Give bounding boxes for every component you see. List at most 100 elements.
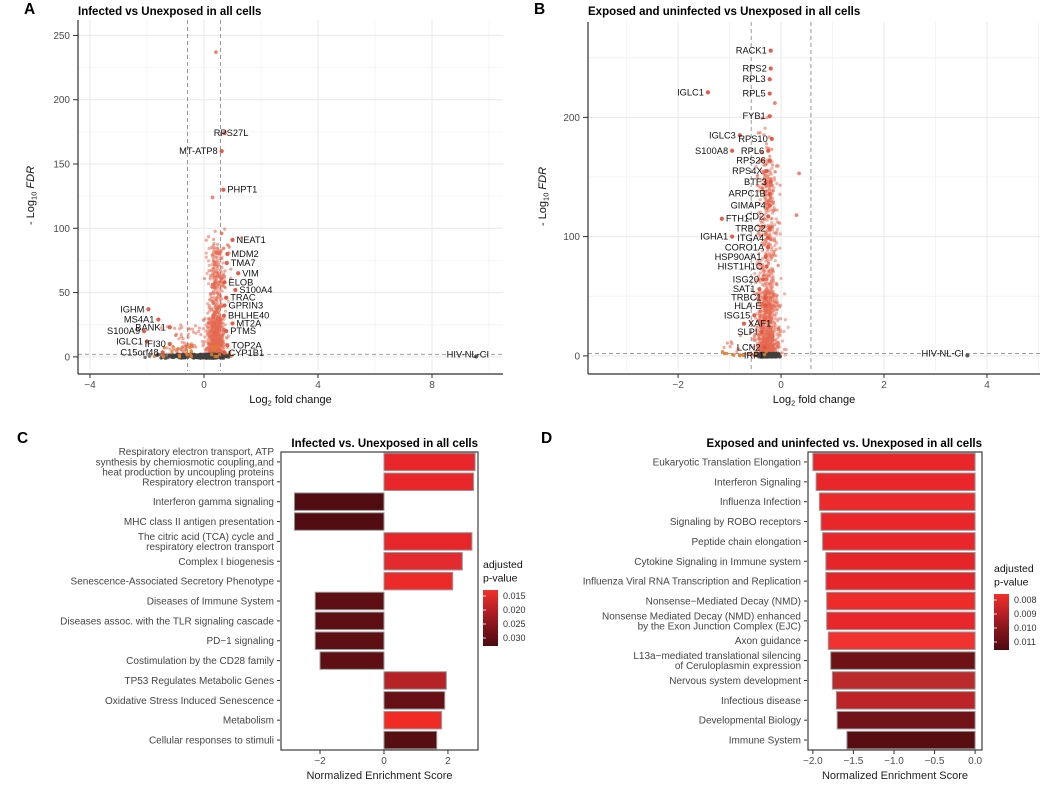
bar [314,591,385,611]
bar [293,492,385,511]
gene-label: IFI30 [145,339,166,349]
bar [818,492,976,511]
x-tick-label: 2 [881,380,887,391]
bar [815,472,976,492]
bar [826,591,976,611]
category-label: MHC class II antigen presentation [124,517,274,528]
axis-title: - Log10 FDR [25,166,39,225]
category-label: The citric acid (TCA) cycle and [138,532,274,543]
x-tick-label: 0 [201,380,207,391]
gene-label: CORO1A [725,242,765,252]
legend-adjusted-p-value: adjusted p-value 0.015 0.020 0.025 0.030 [483,559,526,646]
bar [835,691,976,710]
gene-label: LCN2 [737,343,761,353]
gene-label: RPS10 [738,134,767,144]
category-label: heat production by uncoupling proteins [102,468,274,479]
x-tick-label: −0.5 [925,756,945,767]
axis-title: Log2 fold change [773,394,855,408]
gene-label: GPRIN3 [229,300,264,310]
category-label: Oxidative Stress Induced Senescence [105,696,274,707]
gene-label: S100A8 [695,146,728,156]
bar [314,631,385,650]
category-label: Costimulation by the CD28 family [126,656,274,667]
gene-label: MT-ATP8 [179,146,218,156]
x-tick-label: −4 [84,380,96,391]
gene-label: IGHM [120,304,144,314]
gene-label: NEAT1 [236,235,265,245]
x-tick-label: −2 [314,756,326,767]
bar [383,571,454,591]
gene-label: TOP2A [231,340,262,350]
bar [319,651,385,670]
gene-label: ISG15 [724,310,750,320]
legend-label: 0.009 [1014,609,1037,619]
category-label: Metabolism [223,716,274,727]
bar [383,552,463,571]
gene-label: BANK1 [135,322,166,332]
category-label: Eukaryotic Translation Elongation [653,457,801,468]
bar [830,651,976,670]
bar [314,611,385,631]
legend-label: 0.030 [503,633,526,643]
gene-label: CYP1B1 [229,348,265,358]
gene-label: HSP90AA1 [715,252,762,262]
gene-label: PTMS [230,326,256,336]
bar [825,552,976,571]
panel-title: Infected vs. Unexposed in all cells [291,438,478,450]
gene-label: HIST1H1C [718,261,763,271]
panel-d-bars: Eukaryotic Translation Elongation Interfe… [583,438,1037,782]
category-label: Senescence-Associated Secretory Phenotyp… [71,577,275,588]
gene-label: MS4A1 [124,315,155,325]
legend-gradient [994,594,1009,650]
x-tick-label: 0 [381,756,387,767]
bar [822,532,976,551]
gene-label: SAT1 [733,284,756,294]
legend-label: 0.015 [503,591,526,601]
bar [825,571,976,591]
bar [827,631,976,650]
category-label: PD−1 signaling [206,636,274,647]
legend-label: 0.025 [503,619,526,629]
y-tick-label: 100 [563,232,580,243]
bar [383,452,476,472]
category-label: Respiratory electron transport, ATP [119,447,275,458]
panel-a-volcano: RPS27LMT-ATP8PHPT1NEAT1MDM2TMA7VIMELOBS1… [25,6,503,408]
category-label: Immune System [729,736,801,747]
category-label: respiratory electron transport [146,542,274,553]
bar [383,671,447,690]
gene-label: RPS4X [732,166,763,176]
gene-label: FYB1 [742,111,765,121]
gene-label: HIV-NL-CI [447,349,489,359]
gene-label: RPS27L [214,128,249,138]
category-label: Diseases of Immune System [147,597,274,608]
gene-label: TRAC [230,293,256,303]
bar [826,611,976,631]
panel-c-bars: Respiratory electron transport, ATPsynth… [60,438,525,782]
panel-letter-b: B [534,1,546,18]
category-label: Complex I biogenesis [178,557,274,568]
category-label: Cellular responses to stimuli [149,736,274,747]
bar [293,512,385,531]
bar [836,710,976,730]
category-label: Nonsense−Mediated Decay (NMD) [646,597,801,608]
axis-title: Normalized Enrichment Score [306,770,452,782]
category-label: L13a−mediated translational silencing [633,651,801,662]
bar [383,710,443,730]
y-tick-label: 150 [53,160,70,171]
legend-title: adjusted [994,563,1034,575]
category-label: Infectious disease [721,696,801,707]
y-tick-label: 0 [574,351,580,362]
y-tick-label: 0 [64,352,70,363]
category-label: Nonsense Mediated Decay (NMD) enhanced [602,611,801,622]
axis-title: Log2 fold change [249,394,331,408]
category-label: Peptide chain elongation [691,537,801,548]
bar [846,730,976,750]
legend-title: adjusted [483,559,523,571]
category-label: Signaling by ROBO receptors [670,517,801,528]
gene-label: ELOB [229,277,254,287]
panel-title: Exposed and uninfected vs. Unexposed in … [707,438,982,450]
axis-title: Normalized Enrichment Score [822,770,968,782]
gene-label: TRBC1 [731,292,761,302]
